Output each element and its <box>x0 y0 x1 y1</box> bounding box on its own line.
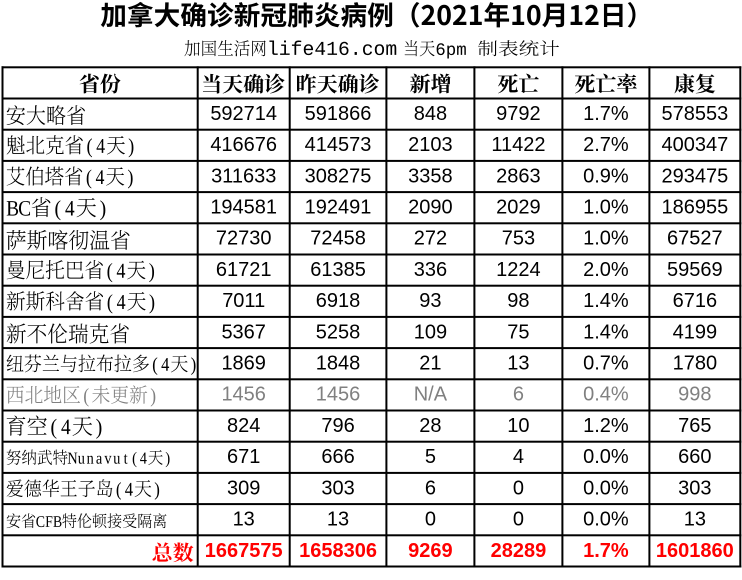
svg-text:592714: 592714 <box>210 103 277 125</box>
svg-text:61385: 61385 <box>310 259 366 281</box>
svg-text:0.4%: 0.4% <box>583 384 629 406</box>
svg-text:13: 13 <box>233 509 255 531</box>
svg-text:0.0%: 0.0% <box>583 446 629 468</box>
svg-text:414573: 414573 <box>305 134 372 156</box>
svg-text:11422: 11422 <box>491 134 545 156</box>
svg-text:1.7%: 1.7% <box>583 540 629 562</box>
svg-text:6716: 6716 <box>673 290 718 312</box>
svg-text:660: 660 <box>678 446 711 468</box>
svg-text:0.0%: 0.0% <box>583 477 629 499</box>
svg-text:4199: 4199 <box>673 321 718 343</box>
svg-text:13: 13 <box>507 353 529 375</box>
svg-text:192491: 192491 <box>305 197 372 219</box>
svg-text:21: 21 <box>419 353 441 375</box>
svg-text:6: 6 <box>425 477 436 499</box>
svg-text:5: 5 <box>425 446 436 468</box>
svg-text:753: 753 <box>502 228 535 250</box>
svg-text:400347: 400347 <box>661 134 728 156</box>
svg-text:9269: 9269 <box>408 540 453 562</box>
svg-text:1456: 1456 <box>316 384 361 406</box>
svg-text:2103: 2103 <box>408 134 453 156</box>
svg-text:67527: 67527 <box>667 228 723 250</box>
svg-text:59569: 59569 <box>667 259 723 281</box>
svg-text:591866: 591866 <box>305 103 372 125</box>
svg-text:1456: 1456 <box>221 384 266 406</box>
svg-text:796: 796 <box>321 415 354 437</box>
svg-text:1.0%: 1.0% <box>583 197 629 219</box>
svg-text:4: 4 <box>513 446 524 468</box>
svg-text:3358: 3358 <box>408 165 453 187</box>
svg-text:6918: 6918 <box>316 290 361 312</box>
svg-text:72730: 72730 <box>216 228 272 250</box>
svg-text:10: 10 <box>507 415 529 437</box>
svg-text:336: 336 <box>414 259 447 281</box>
svg-text:0: 0 <box>425 509 436 531</box>
svg-text:998: 998 <box>678 384 711 406</box>
svg-text:75: 75 <box>507 321 529 343</box>
svg-text:194581: 194581 <box>210 197 277 219</box>
svg-text:61721: 61721 <box>216 259 272 281</box>
svg-text:6: 6 <box>513 384 524 406</box>
svg-text:671: 671 <box>227 446 260 468</box>
svg-text:1.4%: 1.4% <box>583 290 629 312</box>
svg-text:1658306: 1658306 <box>299 540 377 562</box>
svg-text:N/A: N/A <box>414 384 448 406</box>
svg-text:0: 0 <box>513 477 524 499</box>
svg-text:311633: 311633 <box>211 165 276 187</box>
svg-text:28289: 28289 <box>491 540 547 562</box>
svg-text:0: 0 <box>513 509 524 531</box>
svg-text:824: 824 <box>227 415 260 437</box>
svg-text:0.9%: 0.9% <box>583 165 629 187</box>
svg-text:93: 93 <box>419 290 441 312</box>
svg-text:2090: 2090 <box>408 197 453 219</box>
svg-text:1224: 1224 <box>496 259 541 281</box>
svg-text:578553: 578553 <box>661 103 728 125</box>
svg-text:1.2%: 1.2% <box>583 415 629 437</box>
svg-text:293475: 293475 <box>661 165 728 187</box>
svg-text:0.0%: 0.0% <box>583 509 629 531</box>
svg-text:5258: 5258 <box>316 321 361 343</box>
svg-text:1667575: 1667575 <box>205 540 283 562</box>
svg-text:848: 848 <box>414 103 447 125</box>
svg-text:308275: 308275 <box>305 165 372 187</box>
svg-text:2029: 2029 <box>496 197 541 219</box>
svg-text:765: 765 <box>678 415 711 437</box>
svg-text:2.7%: 2.7% <box>583 134 629 156</box>
svg-text:1601860: 1601860 <box>656 540 734 562</box>
svg-text:666: 666 <box>321 446 354 468</box>
svg-text:109: 109 <box>414 321 447 343</box>
svg-text:5367: 5367 <box>221 321 266 343</box>
svg-text:98: 98 <box>507 290 529 312</box>
svg-text:28: 28 <box>419 415 441 437</box>
svg-text:1848: 1848 <box>316 353 361 375</box>
svg-text:72458: 72458 <box>310 228 366 250</box>
svg-text:7011: 7011 <box>222 290 265 312</box>
svg-text:186955: 186955 <box>661 197 728 219</box>
svg-text:416676: 416676 <box>210 134 277 156</box>
svg-text:309: 309 <box>227 477 260 499</box>
svg-text:1.7%: 1.7% <box>583 103 629 125</box>
svg-text:1780: 1780 <box>673 353 718 375</box>
svg-text:303: 303 <box>678 477 711 499</box>
svg-text:303: 303 <box>321 477 354 499</box>
svg-text:2863: 2863 <box>496 165 541 187</box>
svg-text:9792: 9792 <box>496 103 541 125</box>
svg-text:272: 272 <box>414 228 447 250</box>
svg-text:1.0%: 1.0% <box>583 228 629 250</box>
svg-text:1.4%: 1.4% <box>583 321 629 343</box>
svg-text:0.7%: 0.7% <box>583 353 629 375</box>
svg-text:13: 13 <box>684 509 706 531</box>
svg-text:13: 13 <box>327 509 349 531</box>
svg-text:2.0%: 2.0% <box>583 259 629 281</box>
svg-text:1869: 1869 <box>221 353 266 375</box>
